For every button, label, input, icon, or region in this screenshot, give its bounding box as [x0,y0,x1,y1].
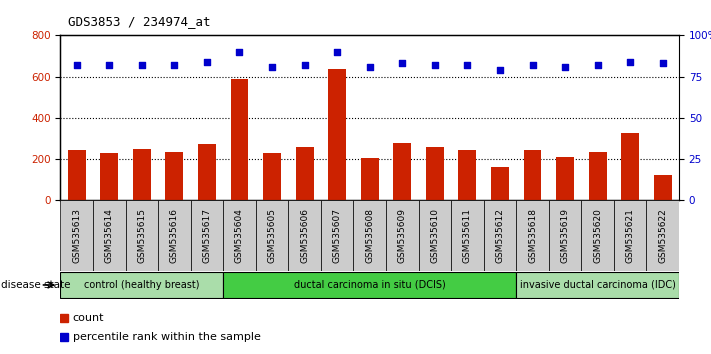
Text: GSM535619: GSM535619 [560,208,570,263]
Point [592,62,604,68]
Text: percentile rank within the sample: percentile rank within the sample [73,332,261,342]
Bar [621,132,639,200]
Bar [426,147,444,200]
Bar [419,200,451,271]
Bar [126,200,158,271]
Point [234,49,245,55]
Bar [223,200,256,271]
Point [494,67,506,73]
Point [201,59,213,64]
Text: ductal carcinoma in situ (DCIS): ductal carcinoma in situ (DCIS) [294,280,446,290]
Bar [321,200,353,271]
Text: GSM535622: GSM535622 [658,208,667,263]
Text: GSM535608: GSM535608 [365,208,374,263]
Text: GSM535607: GSM535607 [333,208,342,263]
Bar [582,200,614,271]
Text: GSM535604: GSM535604 [235,208,244,263]
Bar [451,200,483,271]
Text: GDS3853 / 234974_at: GDS3853 / 234974_at [68,15,210,28]
Text: GSM535614: GSM535614 [105,208,114,263]
Point [461,62,473,68]
Bar [223,272,516,298]
Bar [614,200,646,271]
Text: GSM535620: GSM535620 [593,208,602,263]
Bar [256,200,289,271]
Bar [654,175,672,200]
Text: GSM535615: GSM535615 [137,208,146,263]
Bar [93,200,126,271]
Point [331,49,343,55]
Bar [483,200,516,271]
Text: GSM535616: GSM535616 [170,208,179,263]
Bar [166,152,183,200]
Bar [459,150,476,200]
Text: GSM535618: GSM535618 [528,208,537,263]
Bar [230,79,248,200]
Point [169,62,180,68]
Text: GSM535606: GSM535606 [300,208,309,263]
Text: GSM535617: GSM535617 [203,208,211,263]
Point [397,61,408,66]
Bar [60,272,223,298]
Point [71,62,82,68]
Bar [549,200,582,271]
Bar [191,200,223,271]
Bar [360,158,379,200]
Bar [289,200,321,271]
Bar [353,200,386,271]
Text: count: count [73,313,105,323]
Bar [646,200,679,271]
Bar [296,147,314,200]
Point [560,64,571,69]
Bar [158,200,191,271]
Text: GSM535610: GSM535610 [430,208,439,263]
Bar [523,150,542,200]
Point [429,62,441,68]
Text: control (healthy breast): control (healthy breast) [84,280,200,290]
Bar [68,150,85,200]
Point [527,62,538,68]
Point [364,64,375,69]
Text: GSM535609: GSM535609 [397,208,407,263]
Bar [516,200,549,271]
Text: disease state: disease state [1,280,71,290]
Bar [393,143,411,200]
Bar [556,157,574,200]
Point [136,62,147,68]
Bar [516,272,679,298]
Bar [198,144,216,200]
Text: invasive ductal carcinoma (IDC): invasive ductal carcinoma (IDC) [520,280,675,290]
Point [267,64,278,69]
Text: GSM535612: GSM535612 [496,208,504,263]
Bar [491,167,509,200]
Bar [328,69,346,200]
Point [657,61,668,66]
Bar [60,200,93,271]
Point [104,62,115,68]
Text: GSM535611: GSM535611 [463,208,472,263]
Text: GSM535613: GSM535613 [73,208,81,263]
Bar [263,153,281,200]
Bar [589,152,606,200]
Bar [133,149,151,200]
Point [299,62,310,68]
Text: GSM535605: GSM535605 [267,208,277,263]
Bar [100,153,118,200]
Point [624,59,636,64]
Bar [386,200,419,271]
Text: GSM535621: GSM535621 [626,208,635,263]
